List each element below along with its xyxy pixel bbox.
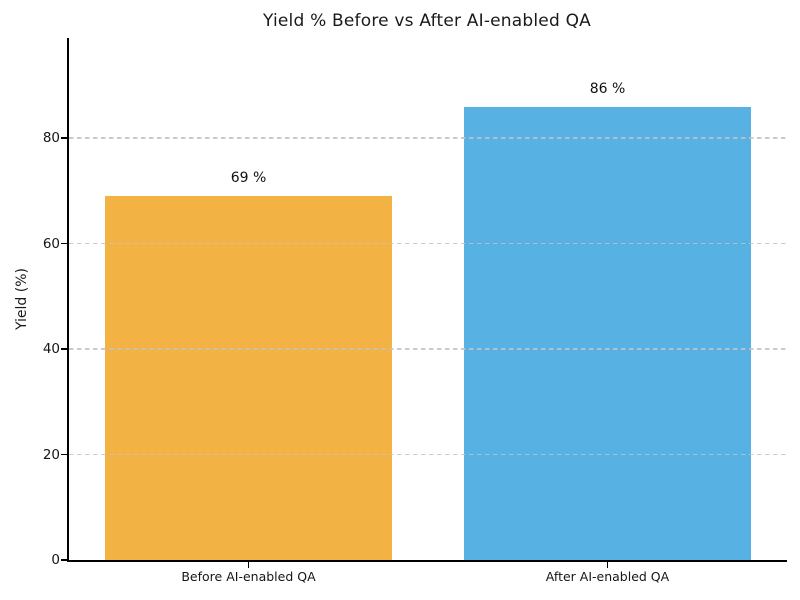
y-tick-mark <box>61 137 67 139</box>
y-tick-label: 60 <box>42 235 60 252</box>
chart-title: Yield % Before vs After AI-enabled QA <box>263 11 591 31</box>
bar-after <box>463 106 752 560</box>
y-tick-mark <box>61 453 67 456</box>
y-axis-label: Yield (%) <box>14 267 30 331</box>
bar-before <box>104 196 393 560</box>
x-tick-label: After AI-enabled QA <box>545 569 670 584</box>
gridline <box>69 242 787 245</box>
gridline <box>69 453 787 456</box>
y-tick-mark <box>61 348 67 350</box>
y-tick-label: 0 <box>51 552 60 568</box>
y-tick-mark <box>61 559 67 561</box>
gridline <box>69 137 787 139</box>
y-tick-label: 40 <box>42 341 60 358</box>
x-tick-mark <box>606 562 609 568</box>
bar-value-label: 69 % <box>230 170 267 187</box>
y-tick-label: 80 <box>42 130 60 147</box>
y-tick-label: 20 <box>42 446 60 463</box>
bar-value-label: 86 % <box>589 80 626 97</box>
gridline <box>69 348 787 350</box>
y-tick-mark <box>61 242 67 245</box>
x-tick-mark <box>247 562 250 568</box>
x-tick-label: Before AI-enabled QA <box>181 569 316 584</box>
plot-area <box>67 38 787 562</box>
